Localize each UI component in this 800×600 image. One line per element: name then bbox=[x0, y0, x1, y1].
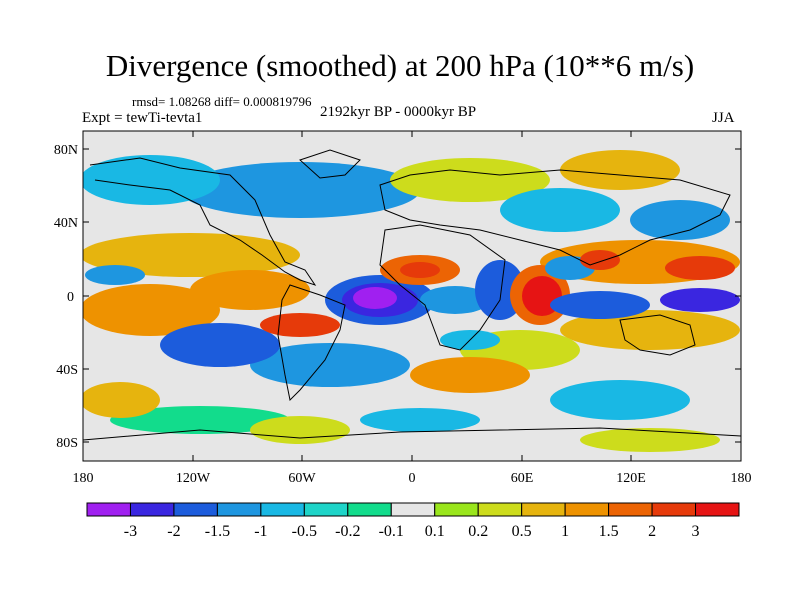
season-label: JJA bbox=[712, 110, 735, 126]
colorbar-swatch bbox=[303, 502, 349, 517]
lat-label: 0 bbox=[67, 290, 74, 305]
colorbar-swatch bbox=[260, 502, 305, 517]
colorbar-swatch bbox=[695, 502, 740, 517]
lon-label: 60W bbox=[288, 471, 316, 486]
colorbar-swatch bbox=[216, 502, 262, 517]
stats-line: rmsd= 1.08268 diff= 0.000819796 bbox=[132, 94, 312, 109]
colorbar-label: -1.5 bbox=[205, 523, 230, 540]
colorbar-swatch bbox=[651, 502, 697, 517]
experiment-label: Expt = tewTi-tevta1 bbox=[82, 110, 203, 126]
lat-label: 80N bbox=[54, 143, 78, 158]
colorbar-swatch bbox=[86, 502, 131, 517]
page-title: Divergence (smoothed) at 200 hPa (10**6 … bbox=[105, 48, 695, 83]
colorbar-label: 2 bbox=[648, 523, 656, 540]
lon-ticks bbox=[192, 131, 632, 461]
colorbar-label: -0.1 bbox=[379, 523, 404, 540]
colorbar-swatch bbox=[564, 502, 610, 517]
colorbar-label: 0.5 bbox=[512, 523, 532, 540]
colorbar-swatch bbox=[129, 502, 175, 517]
colorbar-label: 0.1 bbox=[425, 523, 445, 540]
colorbar-swatch bbox=[173, 502, 218, 517]
lon-label: 120W bbox=[176, 471, 211, 486]
lon-label: 120E bbox=[616, 471, 646, 486]
colorbar-swatch bbox=[608, 502, 653, 517]
colorbar-swatch bbox=[390, 502, 436, 517]
lon-label: 180 bbox=[73, 471, 94, 486]
lat-ticks bbox=[83, 148, 741, 443]
lat-label: 80S bbox=[56, 436, 78, 451]
colorbar-swatch bbox=[477, 502, 523, 517]
colorbar: -3 -2 -1.5 -1 -0.5 -0.2 -0.1 0.1 0.2 0.5 1 1.5 2 3 bbox=[86, 502, 740, 540]
colorbar-label: 0.2 bbox=[468, 523, 488, 540]
coastlines bbox=[83, 149, 741, 441]
colorbar-swatch bbox=[521, 502, 566, 517]
period-label: 2192kyr BP - 0000kyr BP bbox=[320, 104, 477, 120]
colorbar-label: -0.5 bbox=[292, 523, 317, 540]
colorbar-label: 1.5 bbox=[599, 523, 619, 540]
lat-label: 40S bbox=[56, 363, 78, 378]
colorbar-swatch bbox=[347, 502, 392, 517]
colorbar-label: -1 bbox=[254, 523, 267, 540]
colorbar-label: -3 bbox=[124, 523, 137, 540]
colorbar-swatch bbox=[434, 502, 479, 517]
lon-label: 60E bbox=[511, 471, 534, 486]
lat-label: 40N bbox=[54, 216, 78, 231]
divergence-field bbox=[83, 131, 741, 461]
colorbar-label: -0.2 bbox=[335, 523, 360, 540]
lon-label: 180 bbox=[731, 471, 752, 486]
colorbar-label: 1 bbox=[561, 523, 569, 540]
colorbar-label: 3 bbox=[692, 523, 700, 540]
colorbar-label: -2 bbox=[167, 523, 180, 540]
lon-label: 0 bbox=[409, 471, 416, 486]
